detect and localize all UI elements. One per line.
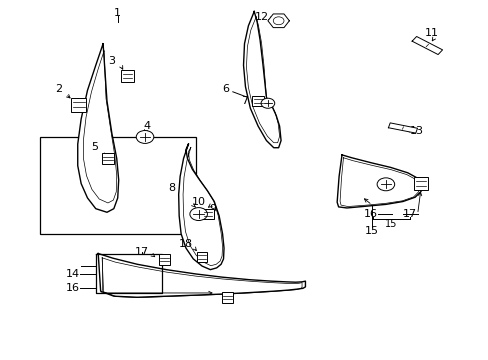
Bar [221, 292, 233, 303]
Text: 10: 10 [192, 197, 206, 207]
Polygon shape [336, 155, 422, 208]
Circle shape [376, 178, 394, 191]
Circle shape [261, 98, 274, 108]
Polygon shape [96, 253, 161, 293]
Bar [40, 137, 195, 234]
Text: 3: 3 [108, 56, 115, 66]
Polygon shape [267, 14, 289, 28]
Text: 16: 16 [364, 210, 378, 220]
Text: 8: 8 [167, 183, 175, 193]
Text: 5: 5 [91, 142, 98, 152]
Text: 14: 14 [66, 269, 80, 279]
Text: 1: 1 [114, 8, 121, 18]
Polygon shape [411, 36, 442, 55]
Polygon shape [178, 144, 224, 270]
Circle shape [136, 131, 154, 143]
Text: 12: 12 [254, 12, 268, 22]
Bar [413, 177, 427, 190]
Polygon shape [387, 123, 417, 133]
Text: 11: 11 [425, 28, 438, 38]
Text: 16: 16 [66, 283, 80, 293]
Bar [196, 252, 207, 262]
Text: 15: 15 [365, 226, 379, 236]
Text: 2: 2 [55, 84, 61, 94]
Bar [202, 209, 213, 220]
Bar [252, 96, 264, 107]
Text: 6: 6 [222, 84, 229, 94]
Circle shape [273, 17, 284, 25]
Bar [102, 153, 114, 164]
Polygon shape [243, 12, 281, 148]
Text: 15: 15 [384, 219, 396, 229]
Text: 18: 18 [179, 239, 193, 249]
Text: 7: 7 [241, 96, 247, 106]
Bar [121, 70, 134, 82]
Bar [158, 254, 170, 265]
Bar [71, 98, 86, 112]
Text: 17: 17 [135, 247, 149, 257]
Polygon shape [78, 44, 119, 212]
Text: 4: 4 [143, 121, 150, 131]
Text: 13: 13 [409, 126, 423, 135]
Circle shape [189, 208, 207, 221]
Text: 9: 9 [208, 204, 215, 214]
Text: 17: 17 [403, 210, 416, 220]
Polygon shape [98, 253, 305, 297]
